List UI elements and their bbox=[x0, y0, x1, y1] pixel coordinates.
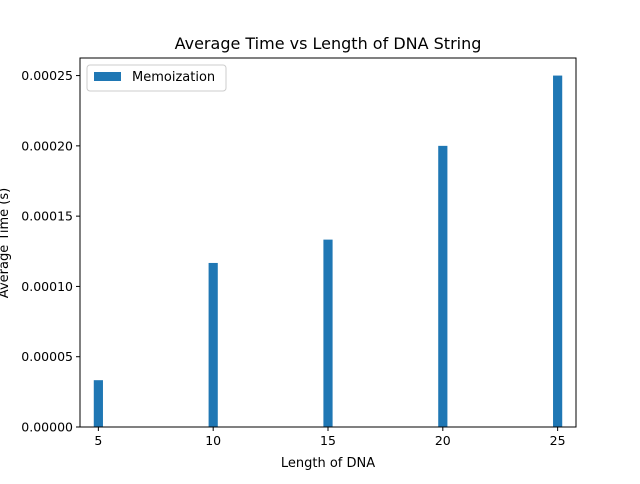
bar-25 bbox=[553, 75, 563, 428]
plot-frame bbox=[79, 57, 577, 428]
bar-15 bbox=[323, 239, 333, 427]
x-tick-label: 10 bbox=[205, 433, 221, 448]
y-axis-label: Average Time (s) bbox=[0, 188, 12, 298]
x-tick-label: 5 bbox=[94, 433, 102, 448]
chart-title: Average Time vs Length of DNA String bbox=[175, 34, 482, 53]
y-tick-label: 0.00000 bbox=[21, 420, 73, 435]
bar-10 bbox=[208, 262, 218, 427]
legend-swatch bbox=[94, 72, 121, 81]
legend: Memoization bbox=[86, 64, 227, 92]
y-tick-label: 0.00015 bbox=[21, 209, 73, 224]
x-axis-label: Length of DNA bbox=[281, 456, 375, 471]
x-tick-label: 15 bbox=[320, 433, 336, 448]
y-tick-label: 0.00005 bbox=[21, 349, 73, 364]
x-tick-label: 20 bbox=[435, 433, 451, 448]
bars-group bbox=[93, 75, 563, 428]
x-tick-label: 25 bbox=[550, 433, 566, 448]
y-axis-ticks: 0.00000 0.00005 0.00010 0.00015 0.00020 0.000… bbox=[21, 68, 80, 435]
x-axis-ticks: 5 10 15 20 25 bbox=[94, 427, 566, 448]
legend-label: Memoization bbox=[132, 70, 215, 85]
y-tick-label: 0.00020 bbox=[21, 138, 73, 153]
y-tick-label: 0.00010 bbox=[21, 279, 73, 294]
bar-5 bbox=[93, 380, 103, 427]
legend-frame bbox=[86, 64, 227, 92]
bar-20 bbox=[438, 145, 448, 427]
y-tick-label: 0.00025 bbox=[21, 68, 73, 83]
